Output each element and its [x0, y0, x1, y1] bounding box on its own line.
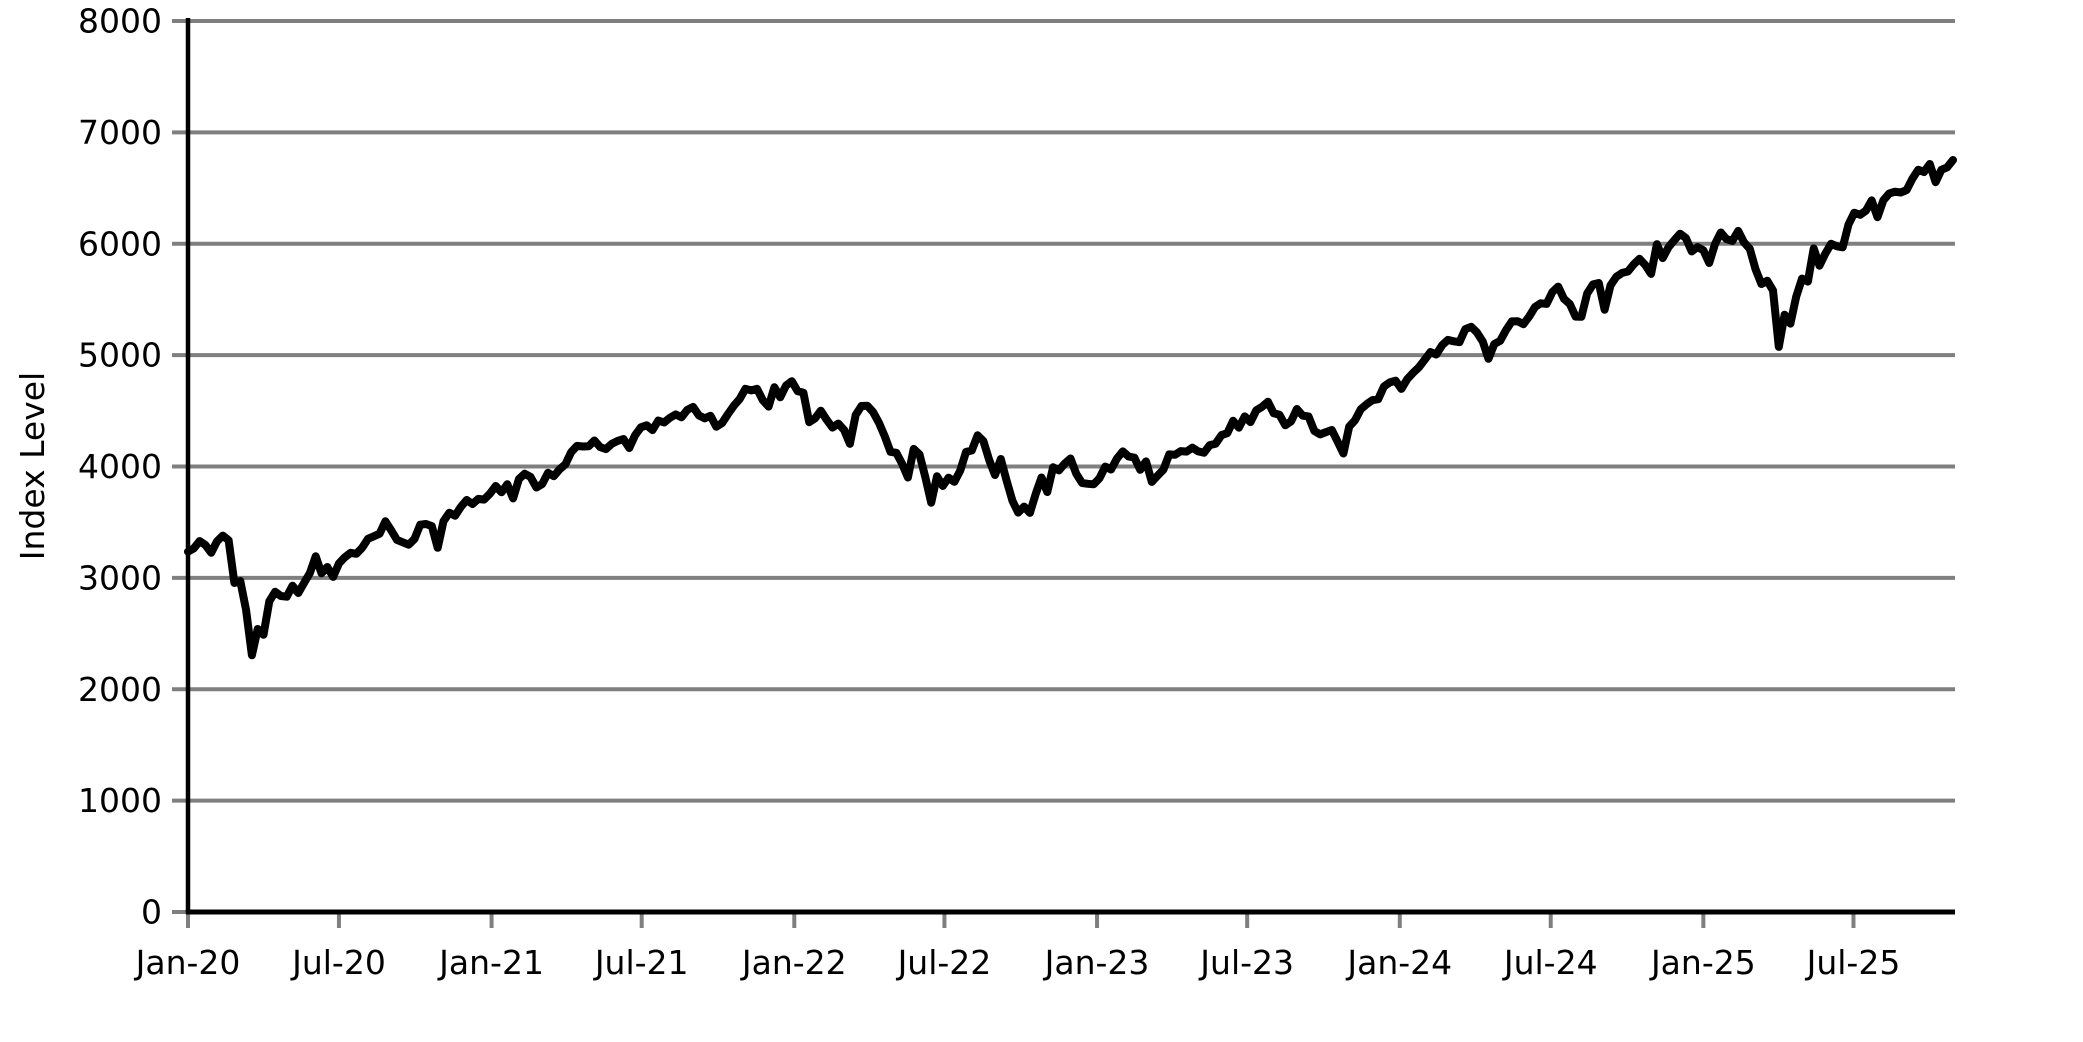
y-tick-label: 0: [141, 893, 162, 932]
y-tick-label: 7000: [78, 113, 162, 152]
x-tick-label: Jan-21: [437, 943, 544, 982]
y-tick-label: 2000: [78, 670, 162, 709]
axis-tick-labels: 0 1000 2000 3000 4000 5000 6000 7000 8000 Jan-20 J…: [78, 2, 1900, 982]
x-tick-label: Jan-23: [1043, 943, 1150, 982]
y-tick-label: 5000: [78, 336, 162, 375]
index-level-line: [184, 156, 1957, 660]
x-tick-label: Jan-20: [134, 943, 241, 982]
x-tick-label: Jul-23: [1198, 943, 1294, 982]
y-axis-title: Index Level: [13, 372, 52, 560]
x-tick-label: Jan-22: [740, 943, 847, 982]
y-tick-label: 8000: [78, 2, 162, 41]
axis-spines: [185, 18, 1955, 915]
x-tick-label: Jul-25: [1805, 943, 1901, 982]
y-tick-label: 4000: [78, 447, 162, 486]
x-tick-label: Jul-20: [290, 943, 386, 982]
data-series: [184, 156, 1957, 660]
axis-ticks: [172, 19, 1856, 928]
x-tick-label: Jul-21: [593, 943, 689, 982]
y-tick-label: 3000: [78, 558, 162, 597]
x-tick-label: Jul-22: [896, 943, 992, 982]
y-tick-label: 1000: [78, 781, 162, 820]
x-tick-label: Jan-25: [1649, 943, 1756, 982]
x-tick-label: Jan-24: [1345, 943, 1452, 982]
y-tick-label: 6000: [78, 224, 162, 263]
x-tick-label: Jul-24: [1502, 943, 1598, 982]
